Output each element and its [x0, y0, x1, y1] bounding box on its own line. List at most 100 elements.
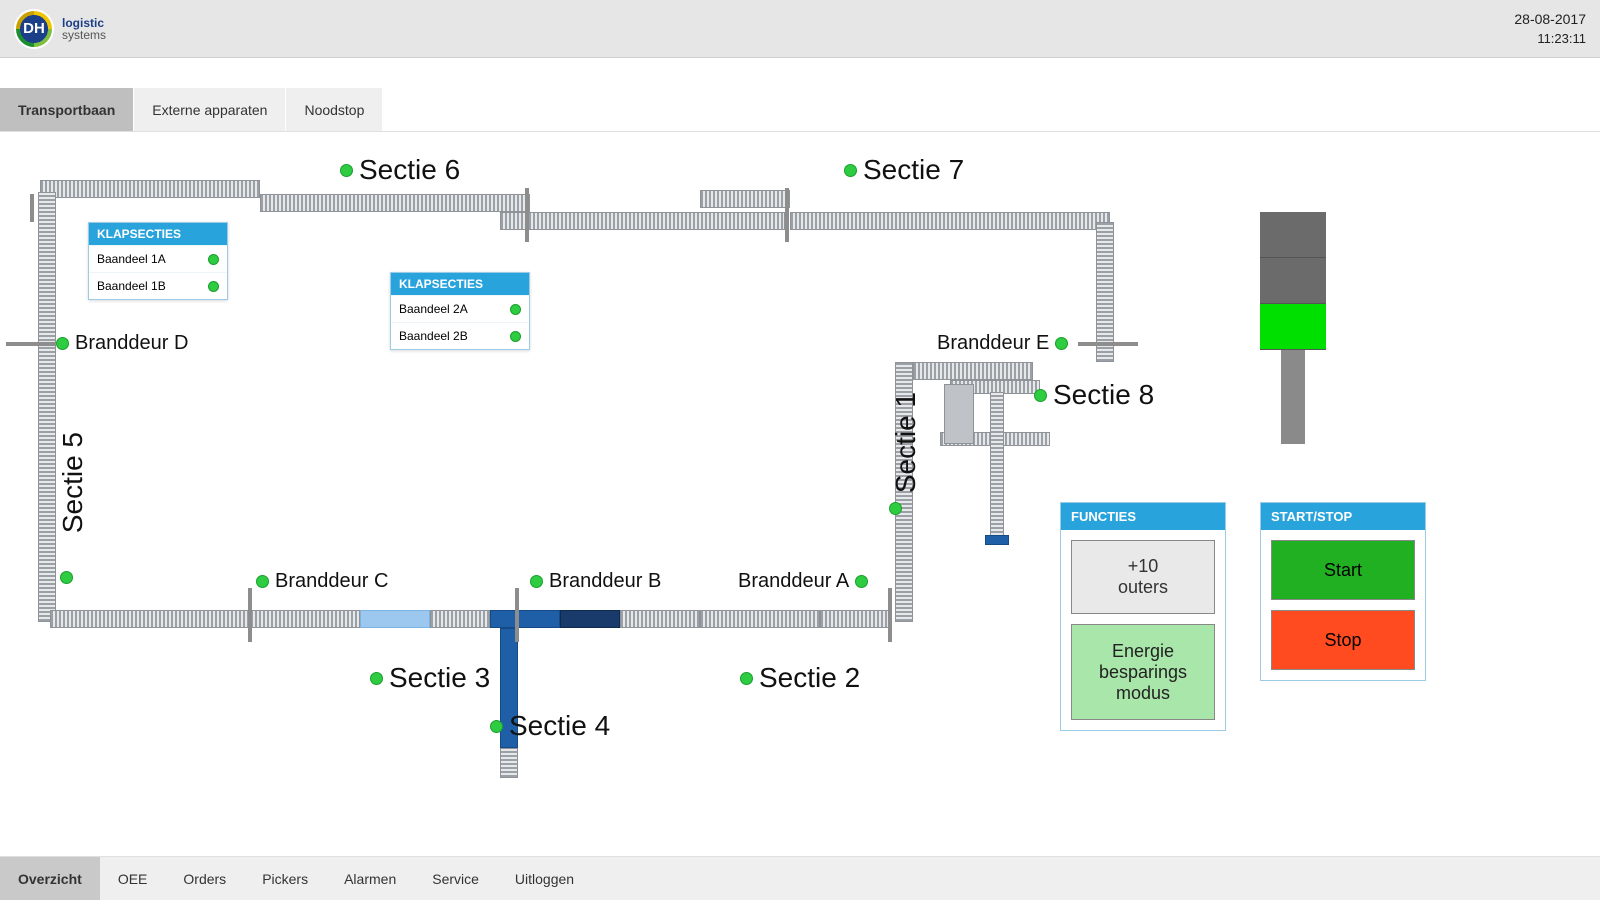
- section-label-7: Sectie 7: [844, 154, 964, 186]
- tab-externe-apparaten[interactable]: Externe apparaten: [134, 88, 286, 131]
- section-label-text: Sectie 1: [890, 392, 922, 493]
- status-dot-icon: [510, 304, 521, 315]
- section-label-8: Sectie 8: [1034, 379, 1154, 411]
- status-dot-icon: [855, 575, 868, 588]
- status-dot-icon: [1055, 337, 1068, 350]
- firedoor-label-text: Branddeur C: [275, 570, 388, 593]
- firedoor-label: Branddeur E: [937, 332, 1068, 355]
- separator-bar: [6, 342, 56, 346]
- section-label-text: Sectie 5: [57, 432, 89, 533]
- firedoor-label-text: Branddeur A: [738, 570, 849, 593]
- conveyor-segment: [913, 362, 1033, 380]
- header-date: 28-08-2017: [1514, 11, 1586, 27]
- stop-button[interactable]: Stop: [1271, 610, 1415, 670]
- bottom-tab-orders[interactable]: Orders: [165, 857, 244, 900]
- section-label-1: Sectie 1: [890, 392, 922, 493]
- firedoor-label-text: Branddeur D: [75, 332, 188, 355]
- section-label-6: Sectie 6: [340, 154, 460, 186]
- status-dot-icon: [844, 164, 857, 177]
- section-label-2: Sectie 2: [740, 662, 860, 694]
- klapsecties-row[interactable]: Baandeel 2B: [391, 322, 529, 349]
- klapsecties-popup: KLAPSECTIES Baandeel 2A Baandeel 2B: [390, 272, 530, 350]
- klapsecties-header: KLAPSECTIES: [89, 223, 227, 245]
- logo-text: logistic systems: [62, 17, 106, 41]
- logo: DH logistic systems: [14, 9, 106, 49]
- functies-header: FUNCTIES: [1061, 503, 1225, 530]
- start-button[interactable]: Start: [1271, 540, 1415, 600]
- functies-button[interactable]: Energie besparings modus: [1071, 624, 1215, 720]
- klapsecties-row[interactable]: Baandeel 1B: [89, 272, 227, 299]
- startstop-panel: START/STOP Start Stop: [1260, 502, 1426, 681]
- top-tabs: TransportbaanExterne apparatenNoodstop: [0, 88, 1600, 132]
- status-dot-icon: [340, 164, 353, 177]
- startstop-header: START/STOP: [1261, 503, 1425, 530]
- conveyor-segment: [500, 212, 785, 230]
- conveyor-segment: [700, 190, 790, 208]
- status-dot-icon: [56, 337, 69, 350]
- conveyor-segment: [490, 610, 560, 628]
- klapsecties-row[interactable]: Baandeel 2A: [391, 295, 529, 322]
- section-label-text: Sectie 2: [759, 662, 860, 694]
- separator-bar: [30, 194, 34, 222]
- conveyor-segment: [50, 610, 250, 628]
- bottom-tab-uitloggen[interactable]: Uitloggen: [497, 857, 592, 900]
- startstop-body: Start Stop: [1261, 530, 1425, 680]
- section-label-text: Sectie 3: [389, 662, 490, 694]
- tower-segment: [1260, 304, 1326, 350]
- conveyor-segment: [820, 610, 890, 628]
- firedoor-label: Branddeur A: [738, 570, 868, 593]
- status-dot-icon: [256, 575, 269, 588]
- klapsecties-row-label: Baandeel 2B: [399, 329, 468, 343]
- conveyor-segment: [560, 610, 620, 628]
- conveyor-segment: [38, 192, 56, 622]
- klapsecties-row-label: Baandeel 1A: [97, 252, 166, 266]
- functies-panel: FUNCTIES +10 outers Energie besparings mod…: [1060, 502, 1226, 731]
- header-datetime: 28-08-2017 11:23:11: [1514, 11, 1586, 46]
- status-dot-icon: [889, 502, 902, 515]
- section-label-text: Sectie 4: [509, 710, 610, 742]
- klapsecties-row-label: Baandeel 2A: [399, 302, 468, 316]
- tower-pole: [1281, 350, 1305, 444]
- klapsecties-header: KLAPSECTIES: [391, 273, 529, 295]
- bottom-tab-overzicht[interactable]: Overzicht: [0, 857, 100, 900]
- separator-bar: [515, 588, 519, 642]
- separator-bar: [888, 588, 892, 642]
- storage-unit: [944, 384, 974, 444]
- functies-button[interactable]: +10 outers: [1071, 540, 1215, 614]
- tab-transportbaan[interactable]: Transportbaan: [0, 88, 134, 131]
- logo-icon: DH: [14, 9, 54, 49]
- status-dot-icon: [490, 720, 503, 733]
- conveyor-segment: [250, 610, 360, 628]
- bottom-tabs: OverzichtOEEOrdersPickersAlarmenServiceU…: [0, 856, 1600, 900]
- klapsecties-popup: KLAPSECTIES Baandeel 1A Baandeel 1B: [88, 222, 228, 300]
- conveyor-segment: [40, 180, 260, 198]
- tab-noodstop[interactable]: Noodstop: [286, 88, 383, 131]
- tower-segment: [1260, 258, 1326, 304]
- diagram-canvas: Sectie 6 Sectie 7 Sectie 8 Sectie 1 Sectie 5…: [0, 132, 1600, 856]
- section-label-text: Sectie 6: [359, 154, 460, 186]
- conveyor-segment: [430, 610, 490, 628]
- bottom-tab-alarmen[interactable]: Alarmen: [326, 857, 414, 900]
- firedoor-label-text: Branddeur E: [937, 332, 1049, 355]
- status-dot-icon: [740, 672, 753, 685]
- klapsecties-row-label: Baandeel 1B: [97, 279, 166, 293]
- status-dot-icon: [530, 575, 543, 588]
- firedoor-label: Branddeur C: [256, 570, 388, 593]
- bottom-tab-service[interactable]: Service: [414, 857, 497, 900]
- status-dot-icon: [1034, 389, 1047, 402]
- status-dot-icon: [208, 281, 219, 292]
- status-dot-icon: [370, 672, 383, 685]
- conveyor-segment: [990, 392, 1004, 542]
- section-label-3: Sectie 3: [370, 662, 490, 694]
- firedoor-label: Branddeur B: [530, 570, 661, 593]
- bottom-tab-pickers[interactable]: Pickers: [244, 857, 326, 900]
- section-label-text: Sectie 7: [863, 154, 964, 186]
- status-dot-icon: [60, 571, 73, 584]
- section-label-4: Sectie 4: [490, 710, 610, 742]
- bottom-tab-oee[interactable]: OEE: [100, 857, 166, 900]
- functies-body: +10 outers Energie besparings modus: [1061, 530, 1225, 730]
- logo-line2: systems: [62, 29, 106, 41]
- conveyor-segment: [985, 535, 1009, 545]
- section-label-text: Sectie 8: [1053, 379, 1154, 411]
- klapsecties-row[interactable]: Baandeel 1A: [89, 245, 227, 272]
